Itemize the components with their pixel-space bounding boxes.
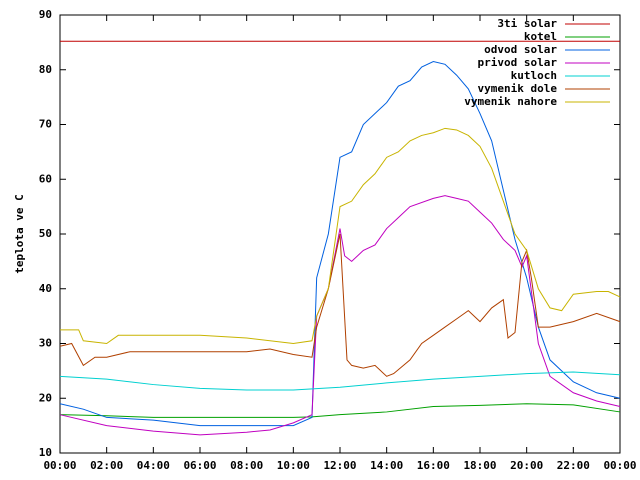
x-tick-label: 16:00: [417, 459, 450, 472]
x-tick-label: 20:00: [510, 459, 543, 472]
y-tick-label: 20: [39, 391, 52, 404]
x-tick-label: 00:00: [603, 459, 636, 472]
series-line: [59, 61, 621, 427]
series-line: [60, 127, 621, 345]
legend-label: vymenik nahore: [464, 95, 557, 108]
y-tick-label: 60: [39, 172, 52, 185]
series-line: [59, 371, 621, 391]
legend-label: 3ti solar: [497, 17, 557, 30]
x-tick-label: 22:00: [557, 459, 590, 472]
legend-label: vymenik dole: [478, 82, 558, 95]
series-line: [59, 233, 621, 377]
y-tick-label: 90: [39, 8, 52, 21]
legend-label: kotel: [524, 30, 557, 43]
x-tick-label: 02:00: [90, 459, 123, 472]
y-tick-label: 40: [39, 282, 52, 295]
x-tick-label: 14:00: [370, 459, 403, 472]
y-tick-label: 80: [39, 63, 52, 76]
x-tick-label: 00:00: [43, 459, 76, 472]
x-tick-label: 18:00: [463, 459, 496, 472]
y-axis-label: teplota ve C: [13, 194, 26, 273]
series-line: [59, 403, 621, 418]
x-tick-label: 06:00: [183, 459, 216, 472]
x-tick-label: 08:00: [230, 459, 263, 472]
y-tick-label: 10: [39, 446, 52, 459]
x-tick-label: 04:00: [137, 459, 170, 472]
legend-label: privod solar: [478, 56, 558, 69]
y-tick-label: 30: [39, 337, 52, 350]
y-tick-label: 50: [39, 227, 52, 240]
y-tick-label: 70: [39, 118, 52, 131]
x-tick-label: 12:00: [323, 459, 356, 472]
legend-label: kutloch: [511, 69, 557, 82]
legend-label: odvod solar: [484, 43, 557, 56]
x-tick-label: 10:00: [277, 459, 310, 472]
series-line: [59, 195, 621, 436]
